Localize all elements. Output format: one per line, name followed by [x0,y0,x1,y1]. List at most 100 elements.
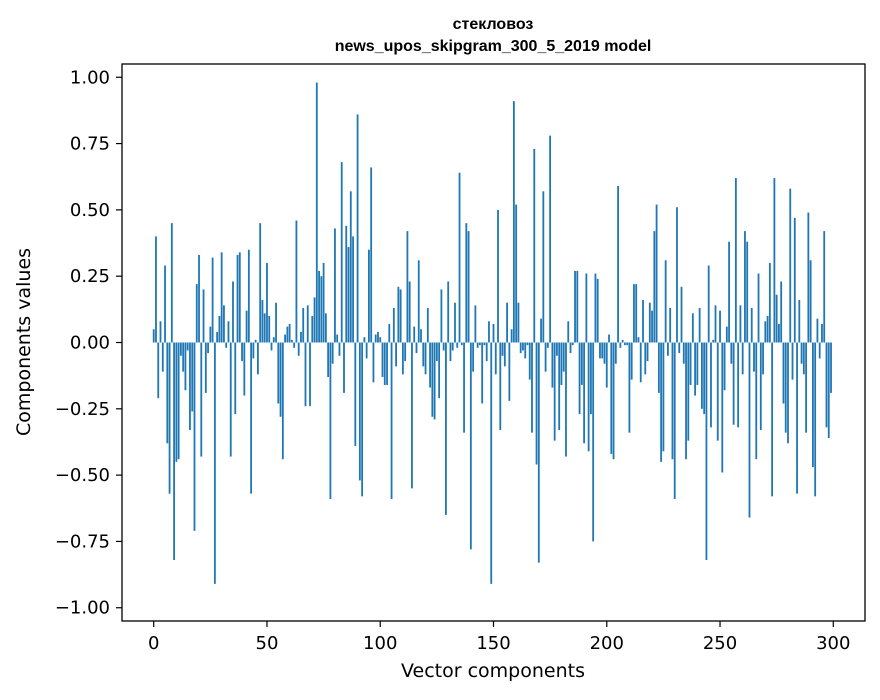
bar-207 [621,339,624,343]
bar-289 [807,212,810,343]
bar-178 [556,342,558,356]
bar-75 [322,262,325,343]
bar-228 [669,308,672,343]
bar-10 [175,342,178,462]
bar-199 [603,342,606,364]
bar-127 [440,289,443,343]
bar-259 [739,305,742,343]
bar-103 [386,342,388,385]
bar-249 [716,342,719,441]
y-tick-label: 0.75 [70,134,110,155]
bar-68 [306,305,309,343]
bar-84 [343,342,345,393]
bar-186 [574,270,576,343]
bar-54 [275,302,277,343]
bar-51 [268,315,271,343]
bar-60 [288,323,291,343]
bar-26 [211,257,214,343]
bar-291 [811,342,814,468]
bar-39 [241,342,243,362]
y-axis-label: Components values [13,248,35,436]
bar-244 [705,342,708,560]
bar-275 [775,294,778,343]
bar-267 [757,273,760,343]
bar-48 [261,300,264,343]
bar-220 [651,310,653,343]
bar-200 [605,342,608,388]
bar-203 [612,342,615,460]
bar-176 [551,342,554,388]
bar-129 [445,342,447,515]
bar-276 [778,323,780,343]
bar-20 [198,254,200,343]
bar-290 [809,260,812,343]
bar-273 [771,342,774,497]
bar-146 [483,342,486,346]
bar-247 [712,339,715,343]
bar-216 [642,300,644,343]
bar-108 [397,286,400,343]
bar-166 [528,342,531,380]
chart-subtitle: news_upos_skipgram_300_5_2019 model [335,38,652,55]
bar-74 [320,276,323,343]
bar-72 [315,82,318,343]
y-tick-label: 1.00 [70,67,110,88]
bar-58 [284,334,286,343]
bar-36 [234,342,237,415]
bar-278 [782,342,785,404]
bar-109 [399,289,402,343]
bar-184 [569,342,572,354]
bar-116 [415,342,418,354]
bar-67 [304,342,307,407]
bar-165 [526,342,529,346]
bar-193 [590,342,592,415]
bar-257 [734,178,737,343]
bar-21 [200,342,203,457]
bar-209 [626,342,629,346]
bar-115 [413,326,416,343]
bar-189 [580,342,583,385]
bar-161 [517,302,520,343]
bar-160 [515,204,518,343]
bar-230 [673,342,676,499]
bar-221 [653,231,656,343]
bar-288 [805,342,808,433]
bar-265 [753,342,755,372]
x-tick-label: 50 [256,633,279,654]
bar-83 [340,162,343,343]
bar-226 [664,260,667,343]
bar-136 [460,342,463,346]
bar-172 [542,191,545,343]
bar-92 [361,342,364,497]
bar-227 [667,342,669,356]
bar-65 [300,331,302,343]
bar-37 [236,254,239,343]
bar-157 [508,342,511,401]
bars-group [152,82,832,584]
bar-254 [728,241,730,343]
bar-35 [232,281,234,343]
bar-19 [195,284,198,343]
bar-110 [401,342,404,375]
bar-231 [676,207,678,343]
bar-223 [657,342,660,393]
bar-175 [549,135,552,343]
bar-294 [818,342,821,359]
bar-106 [392,308,395,343]
bar-245 [707,265,710,343]
x-tick-label: 300 [816,633,850,654]
bar-217 [644,342,647,375]
bar-31 [223,305,225,343]
plot-frame [121,63,866,622]
x-axis-ticks: 0 50 100 150 200 250 300 [148,621,850,654]
bar-14 [184,342,187,391]
bar-201 [608,334,610,343]
bar-91 [358,342,361,481]
bar-295 [821,323,823,343]
bar-2 [157,342,160,399]
bar-187 [576,270,579,343]
bar-93 [363,337,366,343]
bar-248 [714,305,717,343]
bar-268 [759,342,762,431]
bar-9 [173,342,175,560]
